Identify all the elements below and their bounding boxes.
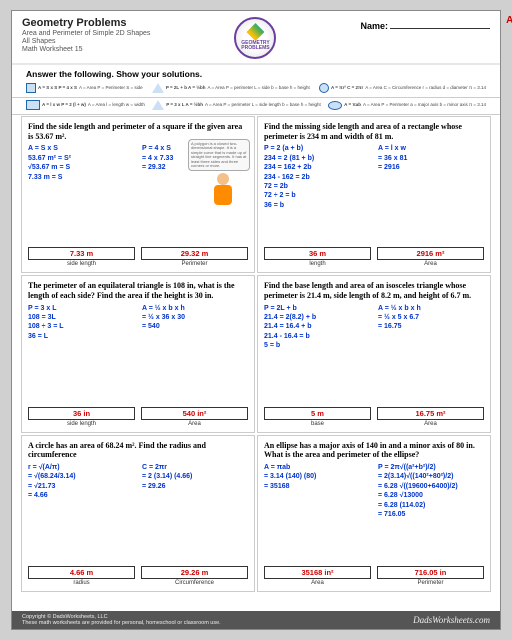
answer-value: 29.32 m: [141, 247, 248, 260]
question: An ellipse has a major axis of 140 in an…: [264, 441, 484, 460]
problem-4: Find the base length and area of an isos…: [257, 275, 491, 432]
answer-box: 7.33 mside length: [28, 247, 135, 267]
answer-box: 29.32 mPerimeter: [141, 247, 248, 267]
answer-box: 16.75 m²Area: [377, 407, 484, 427]
formula-iso-triangle: P = 2L + b A = ½bhA = Area P = perimeter…: [152, 83, 310, 93]
polygon-callout: A polygon is a closed two-dimensional sh…: [188, 139, 250, 171]
answer-value: 716.05 in: [377, 566, 484, 579]
answer-label: Area: [377, 261, 484, 267]
work: A = πab= 3.14 (140) (80)= 35168P = 2π√((…: [264, 463, 484, 564]
logo-icon: GEOMETRY PROBLEMS: [234, 17, 276, 59]
answer-row: 5 mbase 16.75 m²Area: [264, 407, 484, 427]
answer-label: Perimeter: [141, 261, 248, 267]
worksheet-page: Geometry Problems Area and Perimeter of …: [11, 10, 501, 630]
formula-reference: A = S x S P = 4 x SA = Area P = Perimete…: [12, 81, 500, 98]
answer-row: 7.33 mside length 29.32 mPerimeter: [28, 247, 248, 267]
answer-box: 2916 m²Area: [377, 247, 484, 267]
answer-row: 4.66 mradius 29.26 mCircumference: [28, 566, 248, 586]
subtitle-3: Math Worksheet 15: [22, 46, 150, 53]
question: Find the missing side length and area of…: [264, 122, 484, 141]
answer-label: side length: [28, 421, 135, 427]
answer-label: radius: [28, 580, 135, 586]
header-titles: Geometry Problems Area and Perimeter of …: [22, 17, 150, 53]
answer-box: 4.66 mradius: [28, 566, 135, 586]
work: P = 2 (a + b)234 = 2 (81 + b)234 = 162 +…: [264, 144, 484, 245]
problem-3: The perimeter of an equilateral triangle…: [21, 275, 255, 432]
answer-box: 36 mlength: [264, 247, 371, 267]
header: Geometry Problems Area and Perimeter of …: [12, 11, 500, 65]
answer-label: Area: [141, 421, 248, 427]
answer-label: length: [264, 261, 371, 267]
answer-value: 2916 m²: [377, 247, 484, 260]
footer-site: DadsWorksheets.com: [413, 615, 490, 625]
answer-label: Perimeter: [377, 580, 484, 586]
formula-eq-triangle: P = 3 x L A = ½bhA = Area P = perimeter …: [152, 100, 321, 110]
work: r = √(A/π)= √(68.24/3.14)= √21.73= 4.66C…: [28, 463, 248, 564]
answer-row: 36 mlength 2916 m²Area: [264, 247, 484, 267]
answer-row: 35168 in²Area 716.05 inPerimeter: [264, 566, 484, 586]
subtitle-2: All Shapes: [22, 38, 150, 45]
answer-key: ANSWER KEY: [490, 15, 512, 26]
answer-box: 36 inside length: [28, 407, 135, 427]
answer-value: 7.33 m: [28, 247, 135, 260]
answer-box: 5 mbase: [264, 407, 371, 427]
footer-copyright: Copyright © DadsWorksheets, LLC These ma…: [22, 614, 221, 626]
formula-square: A = S x S P = 4 x SA = Area P = Perimete…: [26, 83, 143, 93]
question: A circle has an area of 68.24 m². Find t…: [28, 441, 248, 460]
answer-box: 29.26 mCircumference: [141, 566, 248, 586]
work: P = 3 x L108 = 3L108 ÷ 3 = L36 = LA = ½ …: [28, 304, 248, 405]
answer-value: 4.66 m: [28, 566, 135, 579]
formula-ellipse: A = πabA = Area P = Perimeter a = major …: [328, 100, 486, 110]
answer-box: 540 in²Area: [141, 407, 248, 427]
subtitle-1: Area and Perimeter of Simple 2D Shapes: [22, 30, 150, 37]
problem-1: Find the side length and perimeter of a …: [21, 116, 255, 273]
answer-label: base: [264, 421, 371, 427]
answer-value: 540 in²: [141, 407, 248, 420]
formula-rectangle: A = l x w P = 2 (l + w)A = Area l = leng…: [26, 100, 145, 110]
name-field: Name: ANSWER KEY: [361, 17, 490, 31]
answer-label: Area: [264, 580, 371, 586]
problem-6: An ellipse has a major axis of 140 in an…: [257, 435, 491, 592]
problem-2: Find the missing side length and area of…: [257, 116, 491, 273]
instructions: Answer the following. Show your solution…: [12, 65, 500, 81]
footer: Copyright © DadsWorksheets, LLC These ma…: [12, 611, 500, 629]
problems-grid: Find the side length and perimeter of a …: [12, 115, 500, 593]
answer-value: 29.26 m: [141, 566, 248, 579]
work: P = 2L + b21.4 = 2(8.2) + b21.4 = 16.4 +…: [264, 304, 484, 405]
question: The perimeter of an equilateral triangle…: [28, 281, 248, 300]
answer-row: 36 inside length 540 in²Area: [28, 407, 248, 427]
answer-value: 36 in: [28, 407, 135, 420]
kid-icon: [210, 173, 236, 209]
name-label: Name:: [361, 21, 389, 31]
answer-value: 5 m: [264, 407, 371, 420]
answer-value: 16.75 m²: [377, 407, 484, 420]
answer-label: side length: [28, 261, 135, 267]
answer-box: 716.05 inPerimeter: [377, 566, 484, 586]
answer-value: 36 m: [264, 247, 371, 260]
problem-5: A circle has an area of 68.24 m². Find t…: [21, 435, 255, 592]
answer-label: Circumference: [141, 580, 248, 586]
formula-reference-2: A = l x w P = 2 (l + w)A = Area l = leng…: [12, 98, 500, 115]
answer-label: Area: [377, 421, 484, 427]
title: Geometry Problems: [22, 17, 150, 29]
name-line: ANSWER KEY: [390, 17, 490, 29]
answer-value: 35168 in²: [264, 566, 371, 579]
answer-box: 35168 in²Area: [264, 566, 371, 586]
question: Find the base length and area of an isos…: [264, 281, 484, 300]
formula-circle: A = πr² C = 2πrA = Area C = Circumferenc…: [319, 83, 486, 93]
